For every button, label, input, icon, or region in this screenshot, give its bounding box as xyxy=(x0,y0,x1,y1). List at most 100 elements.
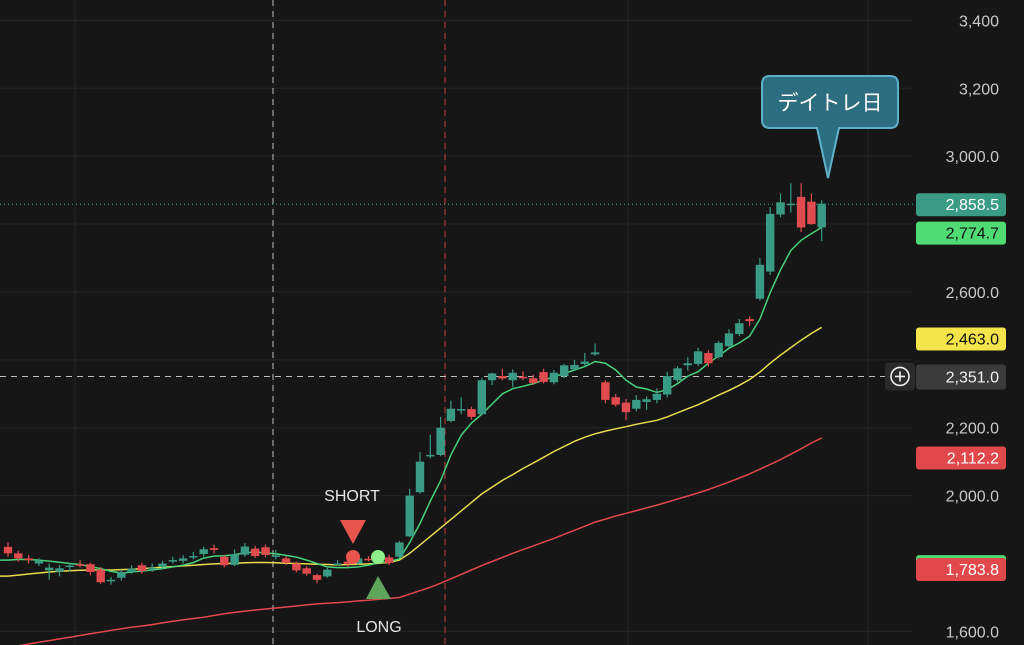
candle xyxy=(292,561,301,573)
candle xyxy=(621,398,631,421)
plus-circle-icon-ring xyxy=(890,366,910,387)
candle-body xyxy=(55,568,64,572)
short-dot xyxy=(346,550,360,564)
price-tag-label: 2,858.5 xyxy=(946,197,999,214)
candle-body xyxy=(230,554,239,565)
candle xyxy=(323,566,332,578)
candle xyxy=(446,400,456,423)
daytrade-callout[interactable]: デイトレ日 xyxy=(761,75,899,179)
candle xyxy=(652,388,662,404)
candle-body xyxy=(65,565,74,568)
candle xyxy=(384,554,394,565)
candle xyxy=(601,380,610,404)
candle-body xyxy=(384,557,394,563)
candle xyxy=(786,183,795,213)
candle xyxy=(508,369,517,387)
candle xyxy=(117,569,126,581)
long-dot xyxy=(371,550,385,564)
candle-body xyxy=(580,361,589,364)
candle-body xyxy=(755,264,765,299)
candle-body xyxy=(549,372,559,383)
candle xyxy=(240,543,250,557)
grid xyxy=(0,0,912,645)
candle xyxy=(302,566,311,576)
candle xyxy=(477,378,486,416)
candle-body xyxy=(467,409,476,417)
candle xyxy=(426,434,435,459)
long-triangle-icon xyxy=(366,576,391,599)
crosshair-tag[interactable]: 2,351.0 xyxy=(885,362,1006,391)
candle-body xyxy=(209,548,219,550)
candle xyxy=(518,371,528,381)
candles xyxy=(3,183,826,585)
candle-body xyxy=(457,409,466,411)
candle-body xyxy=(621,402,631,413)
candle xyxy=(642,396,651,411)
candle-body xyxy=(34,560,44,564)
candle-body xyxy=(302,568,311,574)
candle xyxy=(271,549,280,560)
candle xyxy=(168,556,177,564)
candle-body xyxy=(415,461,425,493)
price-axis[interactable]: 3,400 3,200 3,000.0 2,600.0 2,200.0 2,000.0 1,… xyxy=(946,13,999,641)
candle xyxy=(663,371,672,398)
trade-signals: SHORT LONG xyxy=(324,488,402,636)
plus-circle-icon[interactable] xyxy=(885,362,915,391)
candle-body xyxy=(477,380,486,415)
candle xyxy=(735,319,744,337)
candle xyxy=(745,316,754,326)
price-tag-label: 2,112.2 xyxy=(947,451,999,468)
moving-average-lines xyxy=(0,226,823,645)
candle-body xyxy=(3,546,13,554)
candle xyxy=(106,577,116,585)
price-tag-ma-mid: 2,463.0 xyxy=(916,327,1006,351)
candle xyxy=(395,541,404,559)
candle-body xyxy=(786,203,795,206)
candle xyxy=(498,368,507,381)
candle-body xyxy=(251,548,260,557)
candle xyxy=(570,359,579,371)
candle-body xyxy=(642,399,651,402)
candle-body xyxy=(807,201,816,225)
candle-body xyxy=(127,568,136,573)
price-tag-label: 1,783.8 xyxy=(946,562,999,579)
candle-body xyxy=(312,575,322,580)
candle-body xyxy=(96,569,105,583)
candle-body xyxy=(693,351,703,364)
candle-body xyxy=(498,376,507,379)
long-label: LONG xyxy=(356,619,401,636)
candle xyxy=(405,488,414,538)
crosshair-price-box xyxy=(916,364,1006,390)
candle xyxy=(312,573,322,584)
callout-bubble xyxy=(761,75,899,179)
price-tag-ma-long-lower: 1,783.8 xyxy=(916,558,1006,582)
candle xyxy=(549,370,559,385)
candle-body xyxy=(323,569,332,577)
candle-body xyxy=(158,563,167,567)
price-tag-box xyxy=(916,446,1006,470)
candle xyxy=(580,353,589,367)
candle-body xyxy=(724,333,734,347)
price-tag-box xyxy=(916,327,1006,351)
axis-tick-label: 3,200 xyxy=(959,81,999,98)
axis-tick-label: 2,600.0 xyxy=(946,285,999,302)
candle xyxy=(189,551,198,560)
candle xyxy=(137,562,147,574)
candle xyxy=(96,566,105,584)
candle xyxy=(86,562,95,576)
candle-body xyxy=(817,203,826,228)
candle-body xyxy=(343,561,353,565)
candle-body xyxy=(766,213,775,272)
candle-body xyxy=(652,393,662,400)
candle xyxy=(209,544,219,554)
candle-body xyxy=(745,319,754,322)
candle-body xyxy=(673,368,682,381)
candle-body xyxy=(189,556,198,558)
candle-body xyxy=(292,563,301,571)
price-tag-box xyxy=(916,221,1006,245)
price-tag-label: 2,463.0 xyxy=(946,331,999,348)
candle-body xyxy=(426,454,435,457)
candle-body xyxy=(735,323,744,335)
candle xyxy=(714,340,723,359)
